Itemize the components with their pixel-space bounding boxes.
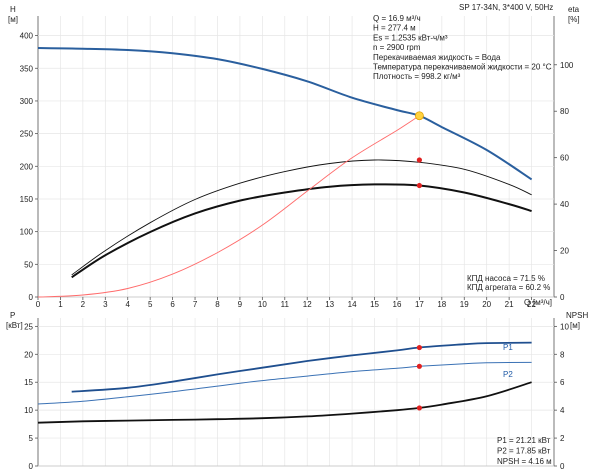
top-y-tick-label: 150 bbox=[20, 195, 34, 204]
x-tick-label: 20 bbox=[482, 300, 491, 309]
eta-tick-label: 100 bbox=[560, 61, 574, 70]
top-y-tick-label: 400 bbox=[20, 32, 34, 41]
npsh-tick-label: 6 bbox=[560, 378, 565, 387]
eta-pump-curve bbox=[71, 183, 532, 279]
x-tick-label: 16 bbox=[393, 300, 402, 309]
p1-series-label: P1 bbox=[503, 343, 513, 352]
x-tick-label: 3 bbox=[103, 300, 108, 309]
x-tick-label: 0 bbox=[36, 300, 41, 309]
x-tick-label: 14 bbox=[348, 300, 357, 309]
p2-series-label: P2 bbox=[503, 370, 513, 379]
series-layer bbox=[37, 47, 533, 424]
power-info-line: P2 = 17.85 кВт bbox=[497, 447, 551, 456]
duty-info-line: H = 277.4 м bbox=[373, 24, 416, 33]
right-eta-unit: [%] bbox=[568, 15, 580, 24]
npsh-tick-label: 4 bbox=[560, 406, 565, 415]
top-y-tick-label: 200 bbox=[20, 162, 34, 171]
top-y-tick-label: 300 bbox=[20, 97, 34, 106]
system-curve bbox=[37, 115, 420, 298]
operating-point bbox=[416, 363, 422, 369]
x-tick-label: 18 bbox=[437, 300, 446, 309]
x-tick-label: 15 bbox=[370, 300, 379, 309]
operating-point bbox=[416, 157, 422, 163]
eta-tick-label: 20 bbox=[560, 247, 569, 256]
x-tick-label: 17 bbox=[415, 300, 424, 309]
x-tick-label: 22 bbox=[527, 300, 536, 309]
bottom-y-axis-unit: [кВт] bbox=[6, 321, 23, 330]
efficiency-info-line: КПД агрегата = 60.2 % bbox=[467, 283, 550, 292]
eta-tick-label: 80 bbox=[560, 107, 569, 116]
x-axis-unit: [м³/ч] bbox=[533, 298, 552, 307]
eta-tick-label: 60 bbox=[560, 154, 569, 163]
eta-aggregate-curve bbox=[71, 159, 532, 276]
right-npsh-label: NPSH bbox=[566, 311, 588, 320]
x-tick-label: 12 bbox=[303, 300, 312, 309]
power-info-line: P1 = 21.21 кВт bbox=[497, 436, 551, 445]
x-tick-label: 10 bbox=[258, 300, 267, 309]
power-tick-label: 25 bbox=[24, 322, 33, 331]
x-tick-label: 6 bbox=[170, 300, 175, 309]
power-tick-label: 5 bbox=[29, 434, 34, 443]
x-tick-label: 21 bbox=[505, 300, 514, 309]
x-tick-label: 5 bbox=[148, 300, 153, 309]
duty-info-line: Температура перекачиваемой жидкости = 20… bbox=[373, 63, 552, 72]
duty-info-line: Плотность = 998.2 кг/м³ bbox=[373, 72, 461, 81]
top-y-tick-label: 350 bbox=[20, 64, 34, 73]
npsh-curve bbox=[37, 381, 532, 424]
x-tick-label: 4 bbox=[126, 300, 131, 309]
efficiency-info-line: КПД насоса = 71.5 % bbox=[467, 274, 545, 283]
duty-info-line: Es = 1.2535 кВт-ч/м³ bbox=[373, 33, 448, 42]
duty-info-line: Q = 16.9 м³/ч bbox=[373, 14, 421, 23]
top-y-tick-label: 0 bbox=[29, 293, 34, 302]
npsh-tick-label: 8 bbox=[560, 350, 565, 359]
eta-tick-label: 0 bbox=[560, 293, 565, 302]
duty-point bbox=[414, 111, 424, 121]
power-info-line: NPSH = 4.16 м bbox=[497, 457, 552, 466]
power-tick-label: 10 bbox=[24, 406, 33, 415]
x-tick-label: 8 bbox=[215, 300, 220, 309]
chart-header-title: SP 17-34N, 3*400 V, 50Hz bbox=[459, 3, 553, 12]
top-y-tick-label: 250 bbox=[20, 130, 34, 139]
duty-info-line: Перекачиваемая жидкость = Вода bbox=[373, 53, 501, 62]
npsh-tick-label: 2 bbox=[560, 434, 565, 443]
right-eta-label: eta bbox=[568, 5, 580, 14]
npsh-tick-label: 0 bbox=[560, 462, 565, 471]
top-y-axis-unit: [м] bbox=[8, 15, 18, 24]
eta-tick-label: 40 bbox=[560, 200, 569, 209]
p1-curve bbox=[71, 341, 532, 393]
right-npsh-unit: [м] bbox=[570, 321, 580, 330]
operating-point bbox=[416, 182, 422, 189]
top-y-axis-label: H bbox=[10, 5, 16, 14]
top-y-tick-label: 50 bbox=[24, 260, 33, 269]
operating-point bbox=[416, 405, 422, 411]
x-tick-label: 19 bbox=[460, 300, 469, 309]
power-tick-label: 15 bbox=[24, 378, 33, 387]
duty-info-line: n = 2900 rpm bbox=[373, 43, 421, 52]
power-tick-label: 20 bbox=[24, 350, 33, 359]
x-tick-label: 2 bbox=[81, 300, 86, 309]
bottom-y-axis-label: P bbox=[10, 311, 15, 320]
operating-point bbox=[416, 344, 422, 351]
x-tick-label: 7 bbox=[193, 300, 198, 309]
power-tick-label: 0 bbox=[29, 462, 34, 471]
x-tick-label: 9 bbox=[238, 300, 243, 309]
x-tick-label: 1 bbox=[58, 300, 63, 309]
grid-layer bbox=[35, 16, 557, 467]
x-tick-label: 13 bbox=[325, 300, 334, 309]
npsh-tick-label: 10 bbox=[560, 322, 569, 331]
head-curve bbox=[37, 47, 533, 181]
x-axis-label: Q bbox=[524, 298, 530, 307]
text-layer: H [м] eta [%] SP 17-34N, 3*400 V, 50Hz Q… bbox=[6, 3, 588, 471]
p2-curve bbox=[37, 361, 532, 405]
top-y-tick-label: 100 bbox=[20, 228, 34, 237]
point-layer bbox=[414, 111, 424, 411]
x-tick-label: 11 bbox=[281, 300, 290, 309]
